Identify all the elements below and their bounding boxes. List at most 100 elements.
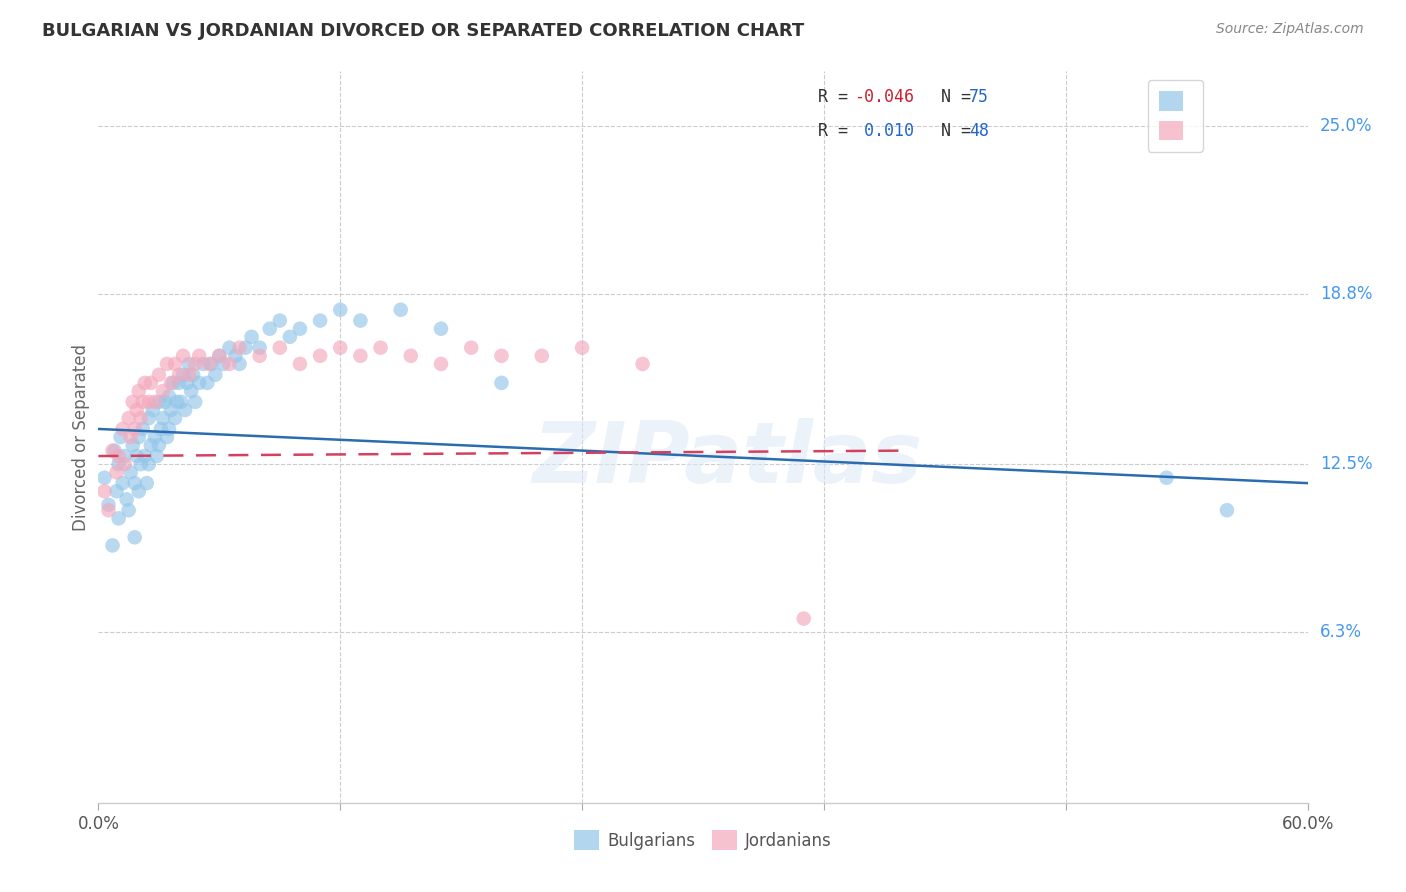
Point <box>278 330 301 344</box>
Point <box>530 349 553 363</box>
Point <box>172 368 194 382</box>
Point <box>157 422 180 436</box>
Point <box>93 471 115 485</box>
Point <box>114 457 136 471</box>
Point <box>1156 471 1178 485</box>
Point <box>134 449 156 463</box>
Point <box>349 313 371 327</box>
Point <box>218 341 240 355</box>
Point <box>249 349 271 363</box>
Point <box>143 395 166 409</box>
Point <box>224 349 246 363</box>
Text: R =: R = <box>818 88 858 106</box>
Point <box>110 430 132 444</box>
Point <box>107 449 129 463</box>
Point <box>107 457 129 471</box>
Point <box>138 411 160 425</box>
Point <box>571 341 593 355</box>
Text: 12.5%: 12.5% <box>1320 455 1372 473</box>
Y-axis label: Divorced or Separated: Divorced or Separated <box>72 343 90 531</box>
Point <box>218 357 240 371</box>
Point <box>103 443 125 458</box>
Point <box>148 395 170 409</box>
Text: 6.3%: 6.3% <box>1320 624 1361 641</box>
Point <box>107 511 129 525</box>
Point <box>176 376 198 390</box>
Point <box>212 357 235 371</box>
Point <box>269 313 291 327</box>
Point <box>149 422 172 436</box>
Point <box>124 530 146 544</box>
Point <box>101 538 124 552</box>
Point <box>162 376 184 390</box>
Point <box>128 430 150 444</box>
Point <box>167 368 190 382</box>
Point <box>152 384 174 398</box>
Point <box>132 395 155 409</box>
Point <box>132 422 155 436</box>
Point <box>148 438 170 452</box>
Text: 18.8%: 18.8% <box>1320 285 1372 302</box>
Point <box>146 449 169 463</box>
Point <box>240 330 263 344</box>
Point <box>309 313 332 327</box>
Point <box>170 395 193 409</box>
Point <box>118 503 141 517</box>
Point <box>105 484 128 499</box>
Point <box>115 492 138 507</box>
Point <box>399 349 422 363</box>
Point <box>430 357 453 371</box>
Point <box>139 438 162 452</box>
Point <box>179 368 201 382</box>
Point <box>142 403 165 417</box>
Point <box>120 430 142 444</box>
Point <box>208 349 231 363</box>
Point <box>631 357 654 371</box>
Point <box>184 395 207 409</box>
Point <box>124 476 146 491</box>
Point <box>121 438 143 452</box>
Point <box>156 357 179 371</box>
Point <box>148 368 170 382</box>
Point <box>129 457 152 471</box>
Point <box>157 389 180 403</box>
Point <box>430 322 453 336</box>
Point <box>249 341 271 355</box>
Point <box>121 395 143 409</box>
Point <box>288 322 311 336</box>
Point <box>793 611 815 625</box>
Legend: Bulgarians, Jordanians: Bulgarians, Jordanians <box>564 820 842 860</box>
Point <box>111 476 134 491</box>
Point <box>160 376 183 390</box>
Point <box>195 376 218 390</box>
Point <box>259 322 281 336</box>
Text: BULGARIAN VS JORDANIAN DIVORCED OR SEPARATED CORRELATION CHART: BULGARIAN VS JORDANIAN DIVORCED OR SEPAR… <box>42 22 804 40</box>
Point <box>139 376 162 390</box>
Point <box>143 430 166 444</box>
Point <box>111 422 134 436</box>
Point <box>235 341 257 355</box>
Point <box>97 503 120 517</box>
Point <box>124 422 146 436</box>
Point <box>152 411 174 425</box>
Point <box>491 376 513 390</box>
Point <box>200 357 222 371</box>
Point <box>125 403 148 417</box>
Point <box>128 384 150 398</box>
Point <box>120 465 142 479</box>
Point <box>188 376 211 390</box>
Point <box>101 443 124 458</box>
Point <box>188 349 211 363</box>
Point <box>198 357 221 371</box>
Point <box>491 349 513 363</box>
Point <box>180 384 202 398</box>
Text: N =: N = <box>921 122 980 140</box>
Point <box>166 395 188 409</box>
Point <box>288 357 311 371</box>
Point <box>329 341 352 355</box>
Point <box>329 302 352 317</box>
Point <box>269 341 291 355</box>
Text: 75: 75 <box>969 88 988 106</box>
Point <box>163 357 186 371</box>
Text: N =: N = <box>921 88 980 106</box>
